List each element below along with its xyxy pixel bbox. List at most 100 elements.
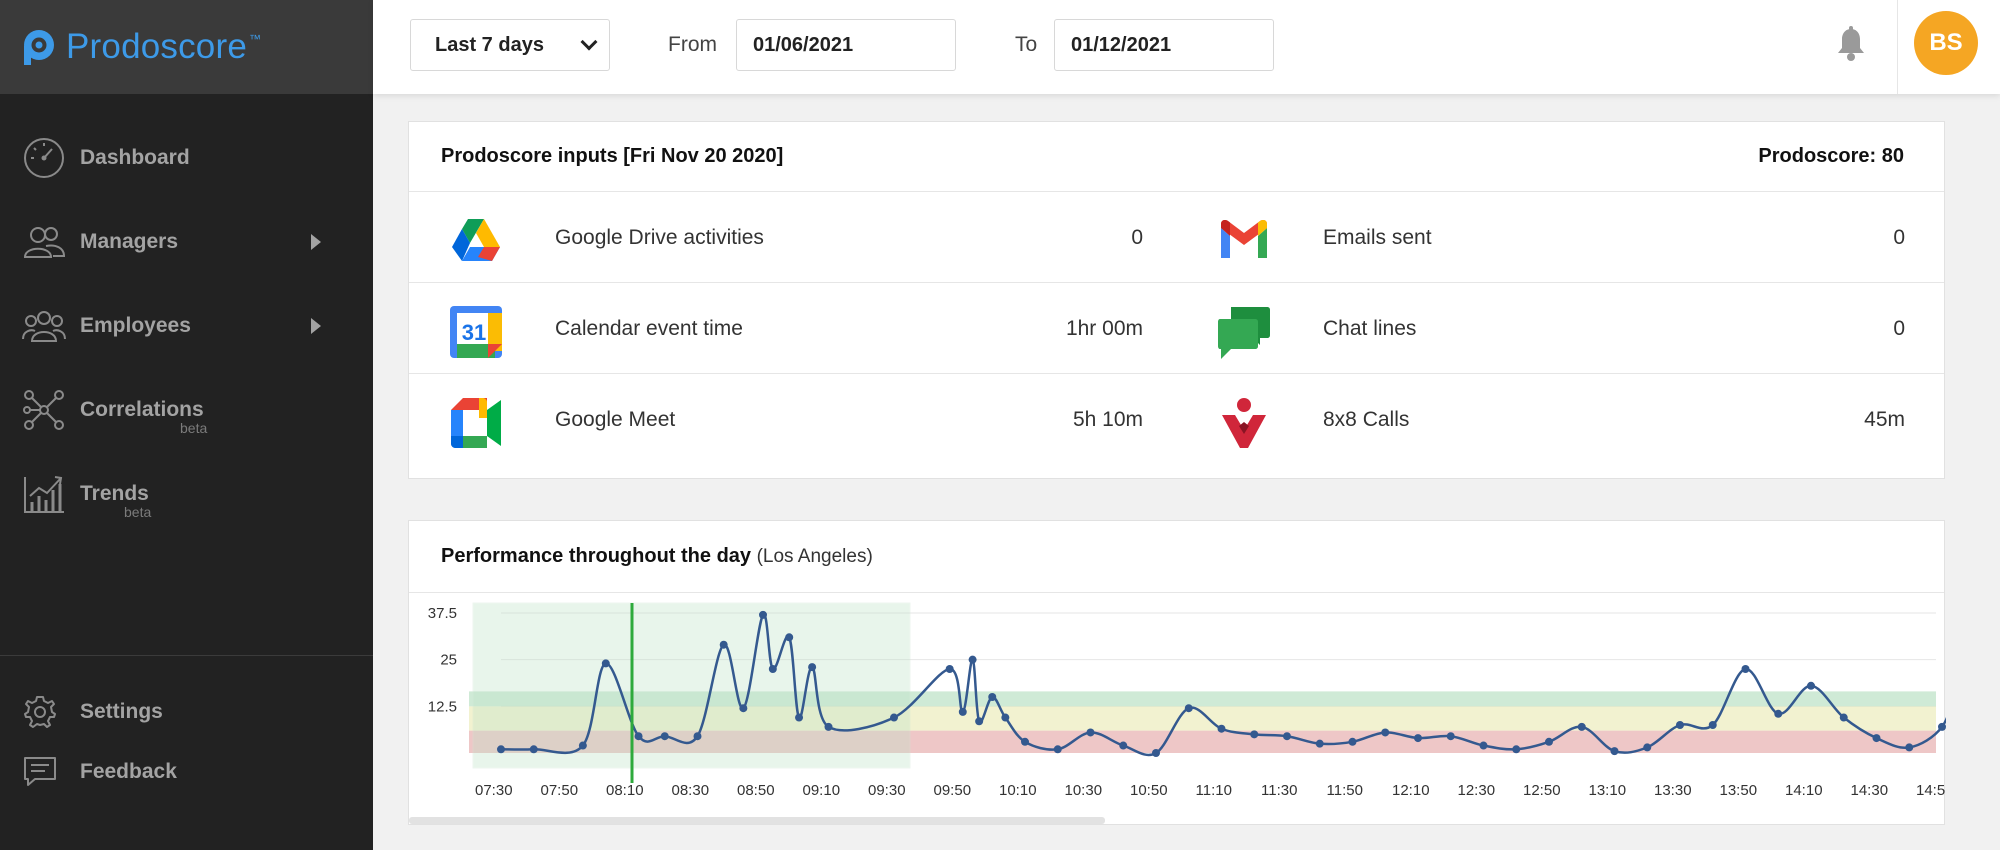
input-label: Emails sent [1323,225,1432,249]
x-tick-label: 08:30 [672,782,710,799]
logo-text: Prodoscore [66,27,247,66]
data-point [1119,741,1128,750]
header-divider [1897,0,1898,94]
google-meet-icon [451,398,501,448]
performance-title-text: Performance throughout the day [441,545,752,567]
inputs-row: 31 Calendar event time 1hr 00m Chat line… [409,283,1944,374]
data-point [808,663,817,672]
data-point [693,732,702,741]
sidebar-item-trends[interactable]: Trends beta [0,452,373,536]
horizontal-scrollbar[interactable] [409,817,1105,824]
data-point [1414,734,1422,743]
data-point [660,732,669,741]
chevron-right-icon[interactable] [311,234,321,250]
data-point [1021,737,1029,746]
data-point [1872,734,1881,743]
data-point [988,693,997,701]
data-point [1774,709,1783,718]
data-point [1708,721,1717,729]
data-point [1086,728,1095,737]
x-tick-label: 10:30 [1065,782,1103,799]
data-point [497,745,505,754]
data-point [1184,704,1193,713]
sidebar-item-label: Employees [80,314,191,337]
sidebar-item-settings[interactable]: Settings [0,682,373,742]
data-point [1545,737,1553,746]
trends-icon [24,476,64,513]
threshold-band [469,691,1936,707]
inputs-row: Google Meet 5h 10m 8x8 Calls 45m [409,374,1944,465]
x-tick-label: 11:50 [1327,782,1363,799]
beta-badge: beta [180,420,208,436]
x-tick-label: 10:50 [1130,782,1168,799]
x-tick-label: 08:50 [737,782,775,799]
google-drive-icon [452,219,500,261]
data-point [1610,747,1619,756]
x-tick-label: 08:10 [606,782,644,799]
prodoscore-inputs-card: Prodoscore inputs [Fri Nov 20 2020] Prod… [408,121,1945,479]
data-point [968,655,977,664]
y-tick-label: 12.5 [428,698,457,715]
data-point [578,741,587,750]
data-point [1001,713,1010,722]
x-tick-label: 14:10 [1785,782,1823,799]
y-tick-label: 37.5 [428,605,457,622]
google-chat-icon [1218,307,1270,359]
chevron-right-icon[interactable] [311,318,321,334]
to-date-input[interactable] [1054,19,1274,71]
input-label: 8x8 Calls [1323,407,1410,431]
input-value: 5h 10m [1072,407,1143,431]
x-tick-label: 13:10 [1589,782,1627,799]
data-point [824,722,833,731]
sidebar-item-feedback[interactable]: Feedback [0,742,373,802]
google-calendar-icon: 31 [450,306,502,358]
data-point [785,633,794,642]
sidebar-item-label: Trends [80,482,149,505]
x-tick-label: 12:10 [1392,782,1430,799]
sidebar-item-label: Settings [80,700,163,723]
sidebar-item-correlations[interactable]: Correlations beta [0,368,373,452]
x-tick-label: 12:30 [1458,782,1496,799]
x-tick-label: 11:30 [1261,782,1297,799]
input-value: 1hr 00m [1065,316,1143,340]
data-point [975,717,984,726]
data-point [634,732,643,741]
x-tick-label: 13:30 [1654,782,1692,799]
data-point [1381,728,1390,737]
data-point [1643,743,1652,752]
threshold-band [469,730,1936,753]
x-tick-label: 09:50 [934,782,972,799]
sidebar-item-dashboard[interactable]: Dashboard [0,116,373,200]
network-icon [23,390,64,430]
sidebar-item-managers[interactable]: Managers [0,200,373,284]
avatar[interactable]: BS [1914,11,1978,75]
gmail-icon [1221,220,1267,258]
employees-icon [22,311,66,342]
input-item-emails: Emails sent 0 [1177,192,1945,283]
data-point [719,640,728,649]
prodoscore-logo-icon [24,30,54,65]
sidebar-item-label: Dashboard [80,146,190,169]
prodoscore-value: Prodoscore: 80 [1758,145,1904,167]
data-point [1938,722,1946,731]
date-range-select[interactable]: Last 7 days [410,19,610,71]
input-item-google-drive: Google Drive activities 0 [409,192,1177,283]
sidebar: Prodoscore ™ Dashboard Managers [0,0,373,850]
bell-icon[interactable] [1836,26,1866,62]
from-date-input[interactable] [736,19,956,71]
data-point [768,665,777,673]
calendar-day-number: 31 [462,320,486,345]
data-point [1348,737,1357,746]
inputs-card-header: Prodoscore inputs [Fri Nov 20 2020] Prod… [409,122,1944,192]
main-nav: Dashboard Managers Employees [0,116,373,536]
sidebar-item-employees[interactable]: Employees [0,284,373,368]
beta-badge: beta [124,504,152,520]
performance-line-chart[interactable]: 12.5 25 37.5 07:30 07:50 08:10 08:30 08:50 09:10… [409,593,1946,815]
input-item-calendar: 31 Calendar event time 1hr 00m [409,283,1177,374]
top-header: Last 7 days From To BS [373,0,2000,94]
x-tick-label: 10:10 [999,782,1037,799]
data-point [739,704,748,713]
x-tick-label: 09:10 [803,782,841,799]
logo[interactable]: Prodoscore ™ [0,0,373,94]
data-point [945,665,954,673]
